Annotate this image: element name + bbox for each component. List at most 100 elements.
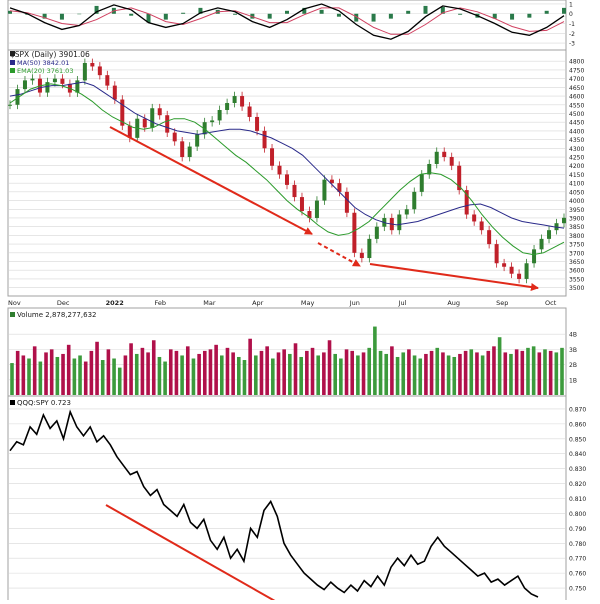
oscillator-histogram-bar bbox=[198, 7, 203, 14]
volume-bar bbox=[129, 343, 133, 395]
volume-bar bbox=[446, 355, 451, 395]
price-panel-frame bbox=[7, 49, 567, 297]
volume-bar bbox=[531, 346, 536, 395]
ratio-trend-line bbox=[105, 504, 283, 604]
volume-bar bbox=[197, 353, 201, 395]
price-candle-body bbox=[30, 78, 35, 81]
volume-bar bbox=[418, 358, 423, 395]
price-candle-body bbox=[45, 82, 50, 93]
3-ytick-label: 0.790 bbox=[569, 526, 586, 533]
volume-bar bbox=[435, 347, 440, 395]
1-ytick-label: 4800 bbox=[569, 59, 584, 66]
3-ytick-label: 0.800 bbox=[569, 511, 586, 518]
1-ytick-label: 3500 bbox=[569, 285, 584, 292]
0-ytick-label: 0 bbox=[569, 11, 573, 18]
0-ytick-label: -1 bbox=[569, 21, 575, 28]
oscillator-layer: 1 0 -1 -2 -3 bbox=[8, 1, 575, 48]
price-candle-body bbox=[60, 78, 65, 84]
volume-bar bbox=[146, 352, 150, 395]
volume-bar bbox=[202, 350, 207, 395]
price-candle-body bbox=[457, 165, 462, 191]
price-candle-body bbox=[494, 244, 499, 264]
1-ytick-label: 3550 bbox=[569, 276, 584, 283]
oscillator-histogram-bar bbox=[319, 9, 324, 14]
1-ytick-label: 4250 bbox=[569, 155, 584, 162]
volume-bar bbox=[83, 361, 88, 395]
volume-bar bbox=[373, 326, 377, 395]
oscillator-fast-line bbox=[9, 3, 565, 40]
1-ytick-label: 4600 bbox=[569, 94, 584, 101]
price-candle-body bbox=[307, 211, 312, 218]
price-candle-body bbox=[202, 122, 207, 135]
1-ytick-label: 3800 bbox=[569, 233, 584, 240]
2-ytick-label: 1B bbox=[569, 377, 577, 384]
volume-bar bbox=[140, 347, 145, 395]
x-axis-tick-label: Aug bbox=[447, 299, 460, 307]
price-candle-body bbox=[127, 125, 132, 138]
oscillator-histogram-bar bbox=[285, 10, 289, 14]
price-candle-body bbox=[562, 217, 566, 224]
volume-bar bbox=[15, 350, 20, 395]
volume-bar bbox=[322, 352, 326, 395]
oscillator-histogram-bar bbox=[440, 6, 445, 14]
oscillator-histogram-bar bbox=[562, 7, 566, 14]
1-ytick-label: 3850 bbox=[569, 224, 584, 231]
legend-swatch-ratio bbox=[10, 400, 15, 405]
price-candle-body bbox=[434, 151, 439, 164]
volume-bar bbox=[191, 358, 196, 395]
1-ytick-label: 4100 bbox=[569, 181, 584, 188]
price-candle-body bbox=[270, 148, 275, 166]
price-candle-body bbox=[217, 109, 222, 121]
volume-bar bbox=[72, 358, 77, 395]
volume-bar bbox=[327, 340, 332, 395]
3-ytick-label: 0.820 bbox=[569, 481, 586, 488]
volume-bar bbox=[163, 361, 167, 395]
0-ytick-label: 1 bbox=[569, 1, 573, 8]
volume-bar bbox=[293, 343, 298, 395]
price-candle-body bbox=[285, 174, 289, 185]
volume-bar bbox=[231, 352, 235, 395]
price-candle-body bbox=[547, 230, 552, 239]
price-candle-body bbox=[255, 116, 260, 131]
volume-bar bbox=[492, 346, 496, 395]
3-ytick-label: 0.870 bbox=[569, 406, 586, 413]
oscillator-histogram-bar bbox=[423, 5, 428, 14]
legend-swatch-ema20 bbox=[10, 68, 15, 73]
volume-bar bbox=[117, 367, 122, 395]
volume-title: Volume 2,878,277,632 bbox=[17, 311, 96, 319]
volume-bar bbox=[503, 352, 508, 395]
price-candle-body bbox=[487, 230, 492, 245]
volume-bar bbox=[509, 353, 513, 395]
volume-bar bbox=[95, 341, 99, 395]
price-candle-body bbox=[419, 174, 424, 192]
volume-bar bbox=[49, 349, 54, 395]
volume-bar bbox=[44, 352, 48, 395]
volume-bar bbox=[265, 346, 269, 395]
trend-arrow-dashed bbox=[317, 242, 361, 267]
volume-bar bbox=[486, 350, 491, 395]
price-candle-body bbox=[8, 104, 12, 106]
1-ytick-label: 4150 bbox=[569, 172, 584, 179]
volume-bar bbox=[344, 349, 349, 395]
1-ytick-label: 4400 bbox=[569, 128, 584, 135]
price-candle-body bbox=[427, 163, 432, 175]
x-axis-tick-label: Nov bbox=[8, 299, 21, 307]
1-ytick-label: 3950 bbox=[569, 207, 584, 214]
volume-bar bbox=[497, 337, 502, 395]
volume-bar bbox=[61, 353, 65, 395]
volume-bar bbox=[89, 350, 94, 395]
price-candle-body bbox=[509, 266, 514, 274]
volume-bar bbox=[123, 355, 128, 395]
volume-bar bbox=[78, 355, 82, 395]
volume-bar bbox=[299, 356, 303, 395]
volume-bar bbox=[339, 358, 343, 395]
price-legend-ema20: EMA(20) 3761.03 bbox=[17, 67, 73, 75]
volume-bar bbox=[395, 356, 400, 395]
oscillator-histogram-bar bbox=[354, 13, 359, 22]
legend-swatch-volume bbox=[10, 312, 15, 317]
price-candle-body bbox=[180, 141, 185, 158]
price-candle-body bbox=[292, 184, 297, 198]
price-candle-body bbox=[449, 157, 454, 166]
volume-bar bbox=[333, 353, 337, 395]
